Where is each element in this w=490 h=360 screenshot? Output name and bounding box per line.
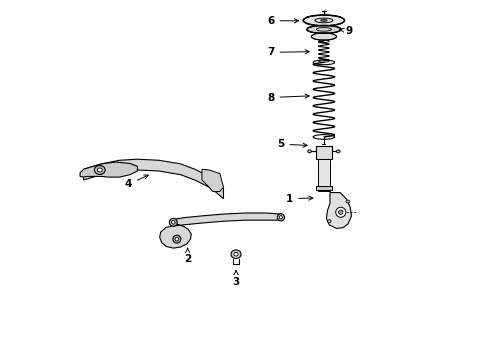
Ellipse shape xyxy=(327,220,331,223)
Polygon shape xyxy=(80,162,137,177)
Ellipse shape xyxy=(277,214,285,221)
Polygon shape xyxy=(160,213,281,248)
Ellipse shape xyxy=(175,237,179,241)
Ellipse shape xyxy=(320,19,327,21)
Ellipse shape xyxy=(231,250,241,258)
Ellipse shape xyxy=(339,210,343,215)
Polygon shape xyxy=(202,169,223,192)
Ellipse shape xyxy=(95,166,105,175)
Text: 8: 8 xyxy=(267,93,309,103)
Ellipse shape xyxy=(170,219,177,226)
Ellipse shape xyxy=(337,150,340,153)
Bar xyxy=(318,159,330,191)
Ellipse shape xyxy=(279,216,282,219)
Ellipse shape xyxy=(311,33,337,40)
Polygon shape xyxy=(326,193,351,228)
Bar xyxy=(316,145,332,159)
Ellipse shape xyxy=(308,150,311,153)
Text: 5: 5 xyxy=(277,139,307,149)
Ellipse shape xyxy=(172,221,175,224)
Text: 9: 9 xyxy=(340,26,353,36)
Ellipse shape xyxy=(97,168,102,172)
Text: 7: 7 xyxy=(267,47,309,57)
Text: 1: 1 xyxy=(286,194,313,204)
Bar xyxy=(316,186,332,190)
Text: 4: 4 xyxy=(125,175,148,189)
Ellipse shape xyxy=(303,15,344,26)
Text: 3: 3 xyxy=(232,271,240,287)
Text: 6: 6 xyxy=(267,16,298,26)
Ellipse shape xyxy=(173,235,181,243)
Ellipse shape xyxy=(234,252,238,256)
Polygon shape xyxy=(84,159,223,199)
Ellipse shape xyxy=(346,200,350,203)
Ellipse shape xyxy=(336,207,346,217)
Ellipse shape xyxy=(307,26,341,33)
Text: 2: 2 xyxy=(184,248,191,264)
